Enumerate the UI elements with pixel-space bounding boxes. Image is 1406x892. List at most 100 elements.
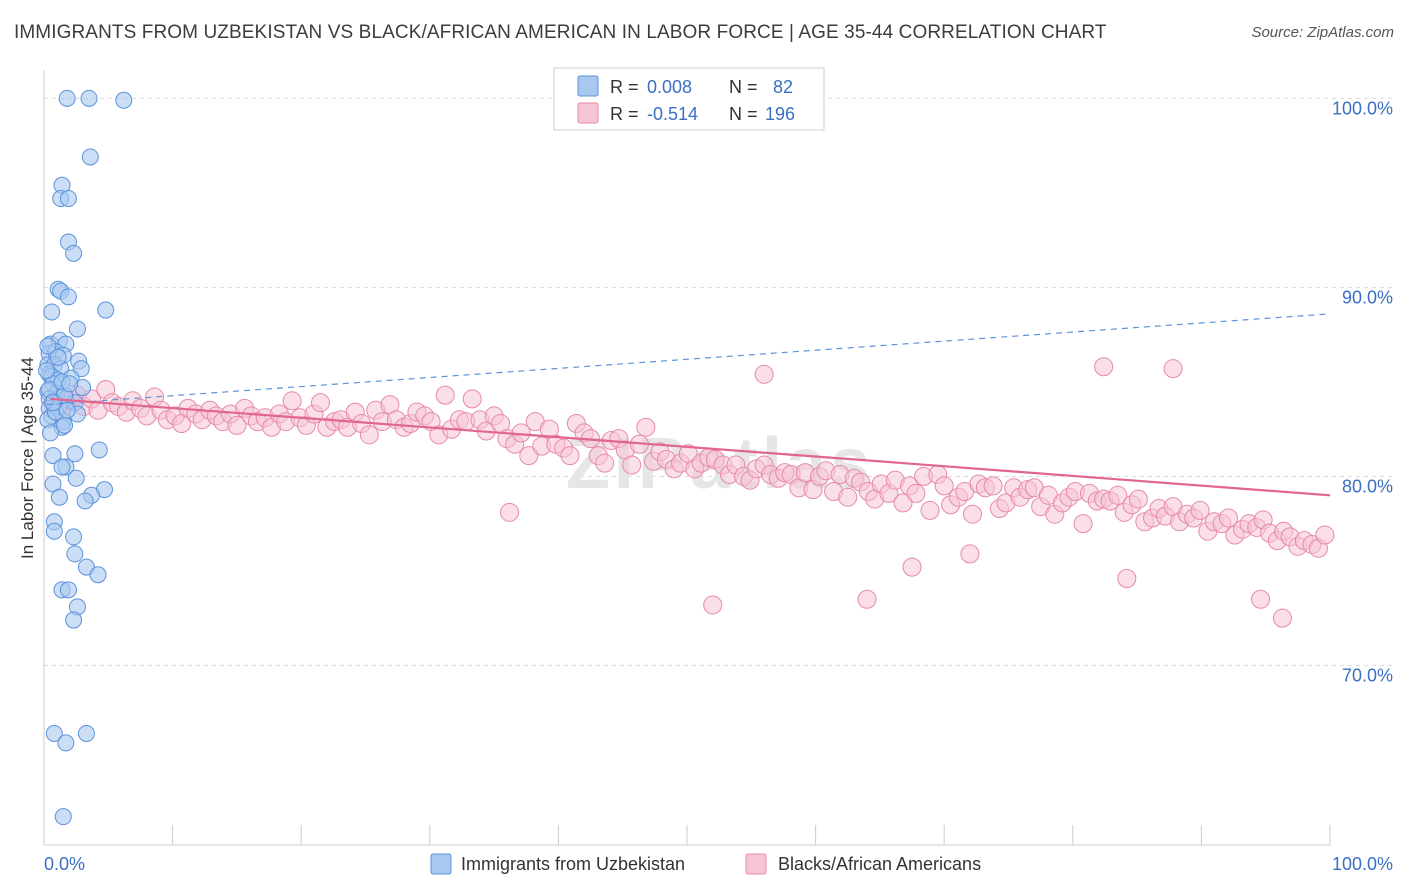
- data-point-black-african-american: [282, 391, 302, 411]
- data-point-black-african-american: [595, 453, 615, 473]
- data-point-black-african-american: [636, 417, 656, 437]
- data-point-black-african-american: [962, 504, 982, 524]
- data-point-uzbekistan: [58, 89, 76, 107]
- data-point-black-african-american: [920, 500, 940, 520]
- data-point-uzbekistan: [66, 545, 84, 563]
- data-point-uzbekistan: [59, 288, 77, 306]
- data-point-uzbekistan: [90, 441, 108, 459]
- chart-title: IMMIGRANTS FROM UZBEKISTAN VS BLACK/AFRI…: [14, 22, 1107, 43]
- trend-line-black-african-american: [50, 397, 1331, 497]
- data-point-uzbekistan: [49, 348, 67, 366]
- data-point-uzbekistan: [57, 734, 75, 752]
- data-point-black-african-american: [560, 446, 580, 466]
- data-point-uzbekistan: [53, 458, 71, 476]
- data-point-uzbekistan: [97, 301, 115, 319]
- legend-n-label-2: N =: [729, 104, 758, 124]
- data-point-black-african-american: [857, 589, 877, 609]
- data-point-uzbekistan: [80, 89, 98, 107]
- data-point-black-african-american: [893, 493, 913, 513]
- data-point-black-african-american: [359, 425, 379, 445]
- source-label: Source: ZipAtlas.com: [1251, 24, 1394, 41]
- data-point-black-african-american: [754, 364, 774, 384]
- data-point-black-african-american: [1073, 514, 1093, 534]
- x-tick-label-max: 100.0%: [1332, 854, 1393, 874]
- data-point-uzbekistan: [39, 337, 57, 355]
- series-immigrants-from-uzbekistan: [38, 89, 133, 826]
- data-point-black-african-american: [462, 389, 482, 409]
- data-point-uzbekistan: [58, 401, 76, 419]
- legend-r-label-1: R =: [610, 77, 639, 97]
- y-tick-labels: 70.0% 80.0% 90.0% 100.0%: [1332, 98, 1393, 685]
- x-tick-labels: 0.0% 100.0%: [44, 854, 1393, 874]
- axes: [43, 70, 1331, 846]
- bottom-legend-swatch-pink: [745, 853, 767, 875]
- data-point-black-african-american: [703, 595, 723, 615]
- data-point-uzbekistan: [44, 447, 62, 465]
- data-point-uzbekistan: [68, 320, 86, 338]
- data-point-black-african-american: [1272, 608, 1292, 628]
- data-point-black-african-american: [1218, 508, 1238, 528]
- bottom-legend-label-1: Immigrants from Uzbekistan: [461, 854, 685, 874]
- data-point-uzbekistan: [45, 724, 63, 742]
- bottom-legend-swatch-blue: [430, 853, 452, 875]
- data-point-black-african-american: [906, 483, 926, 503]
- correlation-legend: R = 0.008 N = 82 R = -0.514 N = 196: [553, 67, 825, 131]
- data-point-black-african-american: [1315, 525, 1335, 545]
- data-point-uzbekistan: [76, 492, 94, 510]
- data-point-uzbekistan: [50, 488, 68, 506]
- trend-lines: [46, 313, 1331, 497]
- data-point-black-african-american: [1251, 589, 1271, 609]
- legend-r-value-1: 0.008: [647, 77, 692, 97]
- data-point-black-african-american: [838, 487, 858, 507]
- data-point-black-african-american: [902, 557, 922, 577]
- data-point-uzbekistan: [66, 445, 84, 463]
- data-point-uzbekistan: [65, 244, 83, 262]
- legend-n-label-1: N =: [729, 77, 758, 97]
- y-tick-label: 70.0%: [1342, 665, 1393, 685]
- data-point-black-african-american: [435, 385, 455, 405]
- data-point-uzbekistan: [44, 394, 62, 412]
- legend-n-value-2: 196: [765, 104, 795, 124]
- data-point-black-african-american: [1128, 489, 1148, 509]
- data-point-black-african-american: [934, 476, 954, 496]
- data-point-uzbekistan: [65, 611, 83, 629]
- data-point-uzbekistan: [41, 424, 59, 442]
- data-point-uzbekistan: [81, 148, 99, 166]
- data-point-uzbekistan: [43, 303, 61, 321]
- data-point-black-african-american: [983, 476, 1003, 496]
- data-point-black-african-american: [227, 415, 247, 435]
- bottom-legend-label-2: Blacks/African Americans: [778, 854, 981, 874]
- data-point-uzbekistan: [38, 362, 56, 380]
- data-point-uzbekistan: [54, 808, 72, 826]
- y-tick-label: 90.0%: [1342, 287, 1393, 307]
- legend-r-label-2: R =: [610, 104, 639, 124]
- data-point-uzbekistan: [61, 375, 79, 393]
- data-point-black-african-american: [310, 393, 330, 413]
- x-tick-label-min: 0.0%: [44, 854, 85, 874]
- data-point-black-african-american: [1117, 568, 1137, 588]
- data-point-uzbekistan: [45, 522, 63, 540]
- data-point-black-african-american: [1094, 357, 1114, 377]
- data-point-black-african-american: [500, 502, 520, 522]
- grid-lines: [44, 97, 1394, 666]
- legend-swatch-blue: [577, 75, 599, 97]
- data-point-black-african-american: [1108, 485, 1128, 505]
- data-point-uzbekistan: [59, 581, 77, 599]
- data-point-uzbekistan: [59, 190, 77, 208]
- data-point-uzbekistan: [115, 91, 133, 109]
- bottom-legend: Immigrants from Uzbekistan Blacks/Africa…: [430, 853, 981, 875]
- y-tick-label: 80.0%: [1342, 476, 1393, 496]
- data-point-uzbekistan: [65, 528, 83, 546]
- data-point-black-african-american: [1163, 359, 1183, 379]
- data-point-black-african-american: [519, 446, 539, 466]
- data-point-uzbekistan: [89, 566, 107, 584]
- legend-r-value-2: -0.514: [647, 104, 698, 124]
- data-point-black-african-american: [1190, 500, 1210, 520]
- trend-line-uzbekistan: [46, 313, 1331, 406]
- legend-swatch-pink: [577, 102, 599, 124]
- data-point-black-african-american: [622, 455, 642, 475]
- data-point-uzbekistan: [77, 724, 95, 742]
- y-tick-label: 100.0%: [1332, 98, 1393, 118]
- legend-n-value-1: 82: [773, 77, 793, 97]
